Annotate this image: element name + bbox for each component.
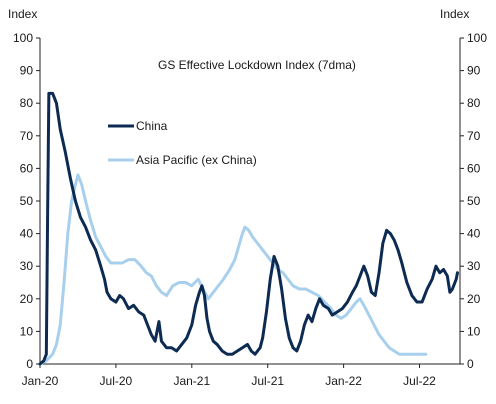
y-tick-label-right: 20 xyxy=(467,292,481,306)
legend: China Asia Pacific (ex China) xyxy=(108,119,257,167)
x-tick-label: Jul-21 xyxy=(251,374,284,388)
y-tick-label-right: 10 xyxy=(467,324,481,338)
legend-label-asia-pacific: Asia Pacific (ex China) xyxy=(136,153,257,167)
y-tick-label-right: 80 xyxy=(467,96,481,110)
y-tick-label-right: 0 xyxy=(467,357,474,371)
left-axis-title: Index xyxy=(8,7,37,21)
series-layer xyxy=(38,91,459,366)
y-tick-label-left: 100 xyxy=(13,31,33,45)
y-tick-label-right: 40 xyxy=(467,227,481,241)
right-axis-title: Index xyxy=(440,7,469,21)
y-tick-label-left: 50 xyxy=(20,194,34,208)
y-tick-label-left: 60 xyxy=(20,161,34,175)
x-tick-label: Jan-21 xyxy=(173,374,210,388)
y-tick-label-left: 30 xyxy=(20,259,34,273)
y-tick-label-left: 10 xyxy=(20,324,34,338)
legend-label-china: China xyxy=(136,119,168,133)
right-y-axis-ticks: 0 10 20 30 40 50 60 70 80 90 100 xyxy=(460,31,487,371)
y-tick-label-right: 50 xyxy=(467,194,481,208)
y-tick-label-right: 30 xyxy=(467,259,481,273)
y-tick-label-left: 90 xyxy=(20,64,34,78)
x-tick-label: Jul-22 xyxy=(403,374,436,388)
y-tick-label-left: 40 xyxy=(20,227,34,241)
series-line-asia-pacific xyxy=(38,173,428,366)
y-tick-label-right: 90 xyxy=(467,64,481,78)
y-tick-label-left: 20 xyxy=(20,292,34,306)
series-line-china xyxy=(38,91,459,366)
y-tick-label-left: 70 xyxy=(20,129,34,143)
x-tick-label: Jan-20 xyxy=(22,374,59,388)
y-tick-label-left: 80 xyxy=(20,96,34,110)
y-tick-label-right: 60 xyxy=(467,161,481,175)
y-tick-label-right: 100 xyxy=(467,31,487,45)
chart-title: GS Effective Lockdown Index (7dma) xyxy=(158,58,356,72)
x-axis-ticks: Jan-20 Jul-20 Jan-21 Jul-21 Jan-22 Jul-22 xyxy=(22,364,436,388)
x-tick-label: Jul-20 xyxy=(100,374,133,388)
x-tick-label: Jan-22 xyxy=(325,374,362,388)
y-tick-label-left: 0 xyxy=(26,357,33,371)
y-tick-label-right: 70 xyxy=(467,129,481,143)
left-y-axis-ticks: 0 10 20 30 40 50 60 70 80 90 100 xyxy=(13,31,40,371)
